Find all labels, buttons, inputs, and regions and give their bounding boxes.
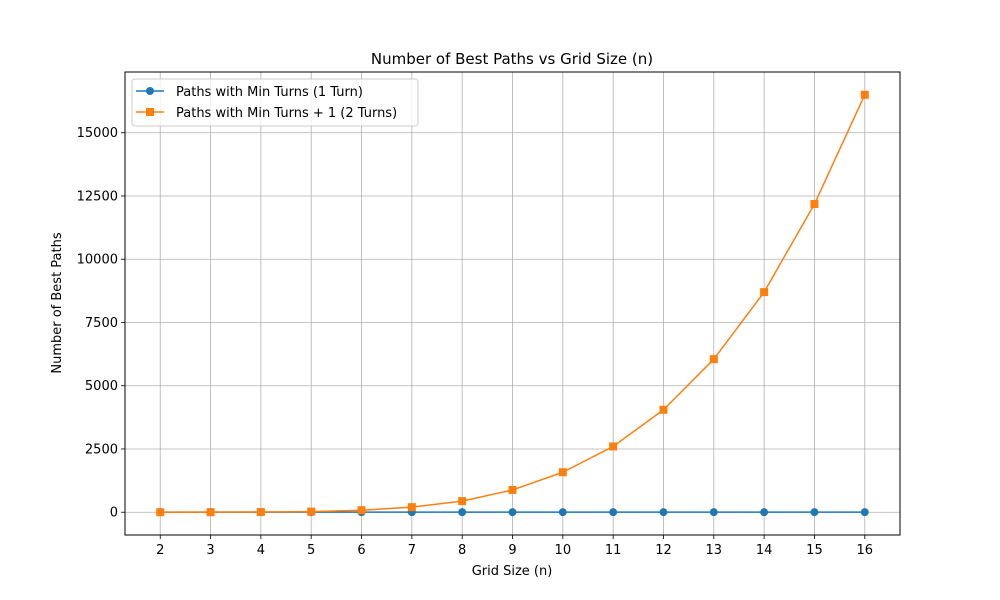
grid xyxy=(125,72,900,535)
x-tick-label: 10 xyxy=(555,543,572,558)
x-tick-label: 9 xyxy=(508,543,516,558)
data-point-circle xyxy=(558,508,567,517)
x-axis-label: Grid Size (n) xyxy=(472,564,553,579)
data-point-circle xyxy=(458,508,467,517)
data-point-circle xyxy=(659,508,668,517)
y-tick-label: 12500 xyxy=(77,189,118,204)
data-point-square xyxy=(156,508,165,517)
x-tick-label: 15 xyxy=(806,543,823,558)
data-point-square xyxy=(407,503,416,512)
x-tick-label: 5 xyxy=(307,543,315,558)
x-tick-label: 12 xyxy=(655,543,672,558)
data-point-square xyxy=(860,90,869,99)
data-point-square xyxy=(206,508,215,517)
data-point-circle xyxy=(609,508,618,517)
x-tick-label: 16 xyxy=(856,543,873,558)
chart-title: Number of Best Paths vs Grid Size (n) xyxy=(371,50,653,68)
ticks: 2 3 4 5 6 7 8 9 10 11 12 13 14 15 16 0 2500 5000 7500 10000… xyxy=(77,126,873,558)
data-point-square xyxy=(709,355,718,364)
data-point-square xyxy=(810,200,819,209)
data-point-square xyxy=(307,507,316,516)
data-point-circle xyxy=(760,508,769,517)
x-tick-label: 8 xyxy=(458,543,466,558)
x-tick-label: 2 xyxy=(156,543,164,558)
x-tick-label: 13 xyxy=(706,543,723,558)
x-tick-label: 14 xyxy=(756,543,773,558)
data-point-square xyxy=(256,508,265,517)
x-tick-label: 7 xyxy=(408,543,416,558)
data-point-square xyxy=(458,497,467,506)
data-point-square xyxy=(659,405,668,414)
x-tick-label: 6 xyxy=(357,543,365,558)
x-tick-label: 3 xyxy=(206,543,214,558)
data-point-square xyxy=(558,468,567,477)
data-point-circle xyxy=(860,508,869,517)
x-tick-label: 11 xyxy=(605,543,622,558)
legend-box xyxy=(131,78,419,127)
data-point-circle xyxy=(709,508,718,517)
data-point-square xyxy=(357,506,366,515)
y-tick-label: 2500 xyxy=(85,442,118,457)
data-point-square xyxy=(609,442,618,451)
y-tick-label: 10000 xyxy=(77,253,118,268)
legend: Paths with Min Turns (1 Turn) Paths with… xyxy=(131,78,419,127)
y-axis-label: Number of Best Paths xyxy=(50,232,65,373)
y-tick-label: 0 xyxy=(110,506,118,521)
legend-label-min-turns: Paths with Min Turns (1 Turn) xyxy=(176,85,363,100)
x-tick-label: 4 xyxy=(257,543,265,558)
legend-label-min-turns-plus-one: Paths with Min Turns + 1 (2 Turns) xyxy=(176,106,397,121)
legend-marker-square xyxy=(146,108,154,116)
data-point-square xyxy=(760,288,769,297)
data-point-square xyxy=(508,485,517,494)
series-layer xyxy=(156,90,869,517)
legend-marker-circle xyxy=(146,87,154,95)
data-point-circle xyxy=(508,508,517,517)
data-point-circle xyxy=(810,508,819,517)
y-tick-label: 7500 xyxy=(85,316,118,331)
y-tick-label: 5000 xyxy=(85,379,118,394)
y-tick-label: 15000 xyxy=(77,126,118,141)
